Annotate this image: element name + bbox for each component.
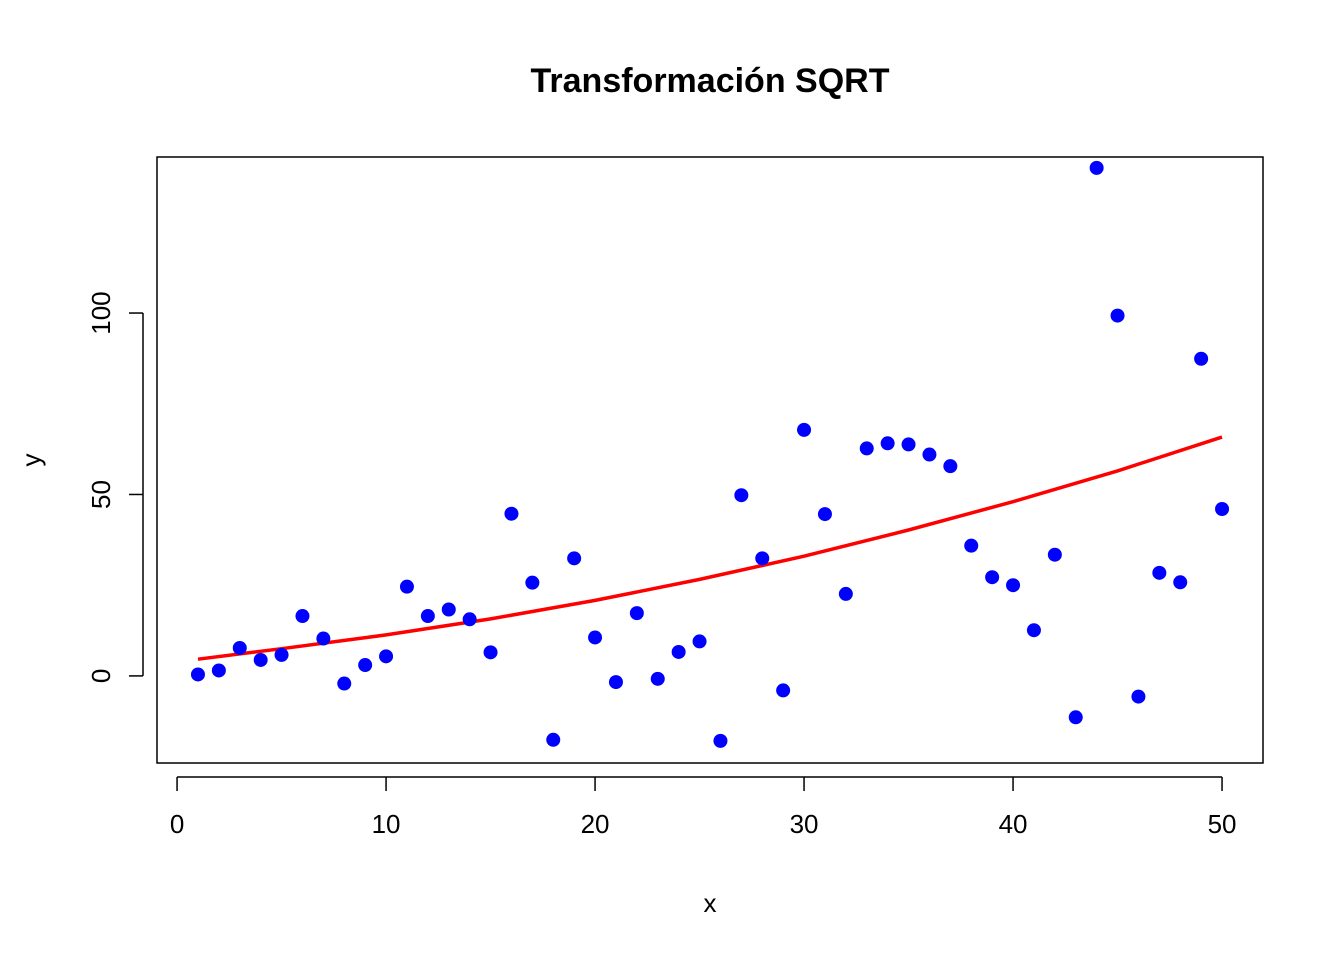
data-point <box>295 609 310 624</box>
data-point <box>1006 578 1021 593</box>
data-point <box>692 634 707 649</box>
data-point <box>985 570 1000 585</box>
data-point <box>546 732 561 747</box>
data-point <box>943 459 958 474</box>
data-point <box>859 441 874 456</box>
y-tick-label: 100 <box>86 291 116 334</box>
data-point <box>420 609 435 624</box>
data-point <box>1026 623 1041 638</box>
data-point <box>713 733 728 748</box>
data-point <box>608 675 623 690</box>
data-point <box>734 488 749 503</box>
data-point <box>190 667 205 682</box>
y-axis-label: y <box>16 454 46 467</box>
data-point <box>253 652 268 667</box>
plot-area <box>156 156 1264 764</box>
data-point <box>838 586 853 601</box>
y-tick-label: 0 <box>86 669 116 683</box>
data-point <box>232 640 247 655</box>
data-point <box>358 658 373 673</box>
data-point <box>337 676 352 691</box>
data-point <box>525 575 540 590</box>
x-tick-label: 0 <box>170 809 184 839</box>
data-point <box>671 644 686 659</box>
data-point <box>817 507 832 522</box>
data-point <box>399 579 414 594</box>
data-point <box>629 606 644 621</box>
data-point <box>462 612 477 627</box>
data-point <box>274 647 289 662</box>
fit-line <box>197 435 1223 661</box>
data-point <box>1215 501 1230 516</box>
data-point <box>880 436 895 451</box>
data-point <box>1131 689 1146 704</box>
data-point <box>922 447 937 462</box>
x-tick-label: 10 <box>372 809 401 839</box>
y-tick-label: 50 <box>86 480 116 509</box>
data-point <box>776 683 791 698</box>
data-point <box>797 422 812 437</box>
data-point <box>441 602 456 617</box>
data-point <box>650 671 665 686</box>
data-point <box>316 631 331 646</box>
fit-line-group <box>197 435 1223 661</box>
data-point <box>901 437 916 452</box>
data-point <box>1152 565 1167 580</box>
data-point <box>567 551 582 566</box>
data-point <box>1047 547 1062 562</box>
x-tick-label: 50 <box>1208 809 1237 839</box>
x-tick-label: 20 <box>581 809 610 839</box>
data-point <box>504 506 519 521</box>
x-axis-label: x <box>704 888 717 918</box>
x-tick-label: 30 <box>790 809 819 839</box>
data-point <box>483 645 498 660</box>
data-point <box>755 551 770 566</box>
data-point <box>379 649 394 664</box>
data-point <box>588 630 603 645</box>
chart-title: Transformación SQRT <box>531 62 890 100</box>
data-point <box>211 663 226 678</box>
data-point <box>1173 575 1188 590</box>
x-axis: 0 10 20 30 40 50 <box>170 776 1237 839</box>
points-group <box>190 160 1230 748</box>
data-point <box>1194 351 1209 366</box>
y-axis: 0 50 100 <box>86 291 144 683</box>
data-point <box>1068 710 1083 725</box>
x-tick-label: 40 <box>999 809 1028 839</box>
data-point <box>1110 308 1125 323</box>
data-point <box>964 538 979 553</box>
data-point <box>1089 160 1104 175</box>
